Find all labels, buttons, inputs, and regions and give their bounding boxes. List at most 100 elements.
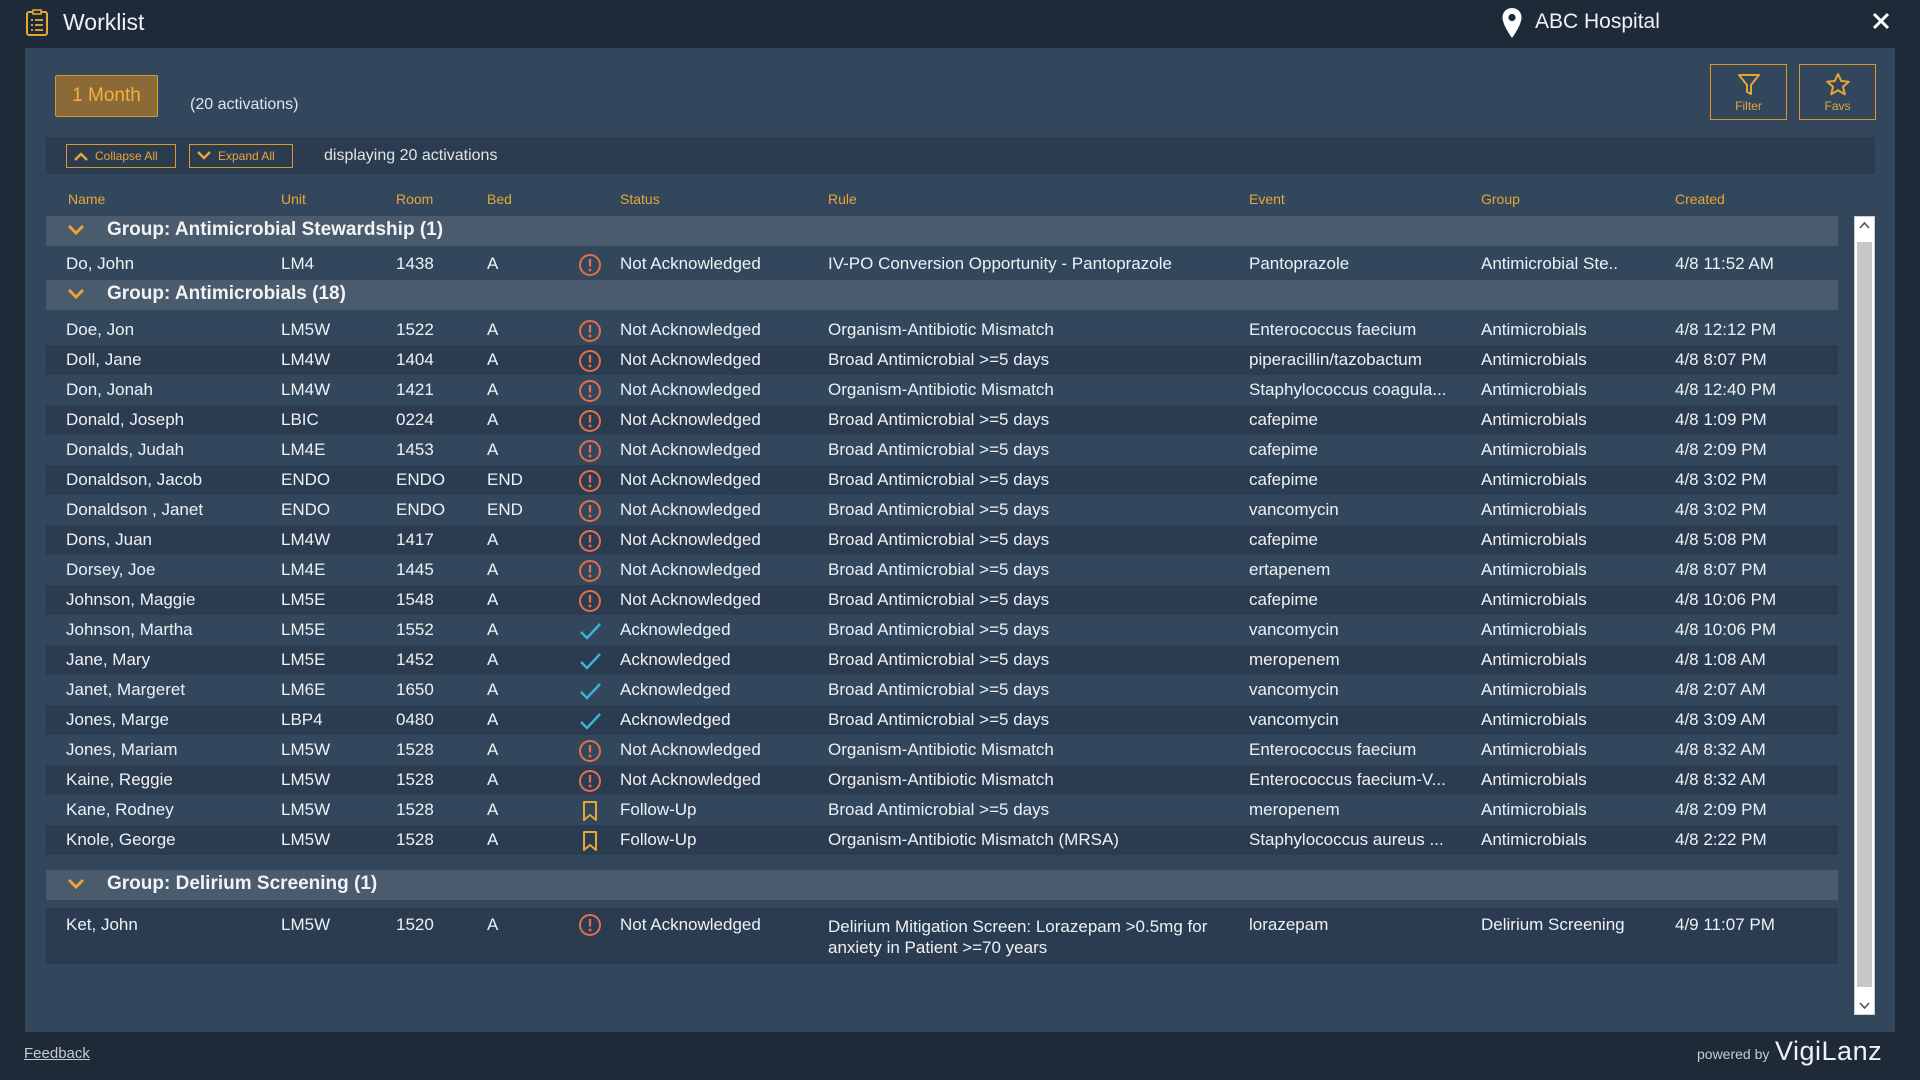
table-row[interactable]: Ket, John LM5W 1520 A Not Acknowledged Deliri… (46, 908, 1838, 964)
column-header-created[interactable]: Created (1675, 191, 1725, 207)
table-row[interactable]: Donaldson , Janet ENDO ENDO END Not Acknowle… (46, 495, 1838, 525)
cell-group: Delirium Screening (1481, 915, 1625, 934)
location-pin-icon (1502, 8, 1522, 38)
cell-name: Dorsey, Joe (66, 560, 156, 579)
table-row[interactable]: Janet, Margeret LM6E 1650 A Acknowledged Broa… (46, 675, 1838, 705)
cell-bed: A (487, 410, 499, 429)
cell-status: Acknowledged (620, 710, 731, 729)
cell-created: 4/8 10:06 PM (1675, 620, 1777, 639)
cell-rule: Delirium Mitigation Screen: Lorazepam >0… (828, 917, 1208, 957)
cell-rule: Broad Antimicrobial >=5 days (828, 680, 1050, 699)
feedback-link[interactable]: Feedback (24, 1045, 90, 1062)
cell-room: ENDO (396, 500, 446, 519)
cell-group: Antimicrobial Ste.. (1481, 254, 1618, 273)
column-header-name[interactable]: Name (68, 191, 106, 207)
cell-name: Jones, Marge (66, 710, 169, 729)
table-row[interactable]: Dons, Juan LM4W 1417 A Not Acknowledged Broad… (46, 525, 1838, 555)
cell-unit: ENDO (281, 500, 331, 519)
table-row[interactable]: Donald, Joseph LBIC 0224 A Not Acknowledged B… (46, 405, 1838, 435)
expand-all-button[interactable]: Expand All (189, 144, 293, 168)
collapse-all-button[interactable]: Collapse All (66, 144, 176, 168)
group-header[interactable]: Group: Antimicrobials (18) (46, 280, 1838, 310)
cell-unit: LM5W (281, 830, 331, 849)
cell-event: Enterococcus faecium (1249, 320, 1417, 339)
cell-group: Antimicrobials (1481, 770, 1587, 789)
table-row[interactable]: Donalds, Judah LM4E 1453 A Not Acknowledged B… (46, 435, 1838, 465)
cell-name: Kaine, Reggie (66, 770, 173, 789)
period-button[interactable]: 1 Month (55, 75, 158, 117)
table-row[interactable]: Doe, Jon LM5W 1522 A Not Acknowledged Organis… (46, 315, 1838, 345)
table-row[interactable]: Jones, Mariam LM5W 1528 A Not Acknowledged Or… (46, 735, 1838, 765)
cell-event: lorazepam (1249, 915, 1329, 934)
cell-created: 4/8 12:40 PM (1675, 380, 1777, 399)
cell-created: 4/8 8:07 PM (1675, 560, 1767, 579)
cell-event: Staphylococcus aureus ... (1249, 830, 1444, 849)
filter-icon (1737, 74, 1760, 95)
cell-bed: A (487, 650, 499, 669)
cell-group: Antimicrobials (1481, 530, 1587, 549)
cell-status: Not Acknowledged (620, 254, 761, 273)
favs-button[interactable]: Favs (1799, 64, 1876, 120)
cell-name: Do, John (66, 254, 135, 273)
cell-group: Antimicrobials (1481, 800, 1587, 819)
filter-button[interactable]: Filter (1710, 64, 1787, 120)
cell-created: 4/8 2:09 PM (1675, 800, 1767, 819)
chevron-down-icon[interactable] (66, 287, 86, 301)
cell-created: 4/8 8:32 AM (1675, 770, 1766, 789)
table-row[interactable]: Kaine, Reggie LM5W 1528 A Not Acknowledged Or… (46, 765, 1838, 795)
scrollbar[interactable] (1854, 216, 1875, 1015)
column-header-unit[interactable]: Unit (281, 191, 306, 207)
table-row[interactable]: Do, John LM4 1438 A Not Acknowledged IV-PO Co… (46, 249, 1838, 279)
cell-status: Not Acknowledged (620, 410, 761, 429)
cell-group: Antimicrobials (1481, 620, 1587, 639)
group-header[interactable]: Group: Antimicrobial Stewardship (1) (46, 216, 1838, 246)
column-header-room[interactable]: Room (396, 191, 434, 207)
cell-room: 1528 (396, 800, 434, 819)
table-row[interactable]: Jane, Mary LM5E 1452 A Acknowledged Broad Ant… (46, 645, 1838, 675)
cell-bed: A (487, 680, 499, 699)
table-row[interactable]: Doll, Jane LM4W 1404 A Not Acknowledged Broad… (46, 345, 1838, 375)
chevron-down-icon[interactable] (66, 223, 86, 237)
column-header-group[interactable]: Group (1481, 191, 1520, 207)
expand-all-label: Expand All (218, 149, 275, 163)
check-icon (578, 649, 602, 673)
scroll-thumb[interactable] (1857, 242, 1872, 987)
cell-bed: A (487, 770, 499, 789)
chevron-down-icon[interactable] (66, 877, 86, 891)
table-row[interactable]: Don, Jonah LM4W 1421 A Not Acknowledged Organ… (46, 375, 1838, 405)
cell-bed: A (487, 710, 499, 729)
column-header-rule[interactable]: Rule (828, 191, 857, 207)
cell-status: Not Acknowledged (620, 500, 761, 519)
cell-name: Jane, Mary (66, 650, 151, 669)
cell-status: Not Acknowledged (620, 380, 761, 399)
table-row[interactable]: Donaldson, Jacob ENDO ENDO END Not Acknowled… (46, 465, 1838, 495)
table-row[interactable]: Dorsey, Joe LM4E 1445 A Not Acknowledged Broa… (46, 555, 1838, 585)
group-header[interactable]: Group: Delirium Screening (1) (46, 870, 1838, 900)
cell-created: 4/8 2:07 AM (1675, 680, 1766, 699)
cell-name: Dons, Juan (66, 530, 152, 549)
location-name[interactable]: ABC Hospital (1535, 10, 1660, 33)
close-icon[interactable] (1866, 6, 1896, 36)
table-row[interactable]: Knole, George LM5W 1528 A Follow-Up Organism-… (46, 825, 1838, 855)
cell-room: 1552 (396, 620, 434, 639)
table-row[interactable]: Johnson, Martha LM5E 1552 A Acknowledged Broa… (46, 615, 1838, 645)
cell-status: Follow-Up (620, 800, 697, 819)
alert-icon (578, 379, 602, 403)
scroll-up-icon[interactable] (1859, 221, 1870, 229)
cell-room: 1438 (396, 254, 434, 273)
cell-bed: A (487, 740, 499, 759)
column-header-event[interactable]: Event (1249, 191, 1285, 207)
cell-created: 4/8 8:07 PM (1675, 350, 1767, 369)
column-header-bed[interactable]: Bed (487, 191, 512, 207)
column-header-status[interactable]: Status (620, 191, 660, 207)
cell-unit: ENDO (281, 470, 331, 489)
cell-unit: LM4E (281, 560, 326, 579)
cell-rule: Broad Antimicrobial >=5 days (828, 500, 1050, 519)
cell-rule: IV-PO Conversion Opportunity - Pantopraz… (828, 254, 1172, 273)
filter-label: Filter (1735, 99, 1762, 113)
table-row[interactable]: Kane, Rodney LM5W 1528 A Follow-Up Broad Anti… (46, 795, 1838, 825)
table-row[interactable]: Jones, Marge LBP4 0480 A Acknowledged Broad A… (46, 705, 1838, 735)
scroll-down-icon[interactable] (1859, 1002, 1870, 1010)
cell-unit: LM4W (281, 380, 331, 399)
table-row[interactable]: Johnson, Maggie LM5E 1548 A Not Acknowledged… (46, 585, 1838, 615)
